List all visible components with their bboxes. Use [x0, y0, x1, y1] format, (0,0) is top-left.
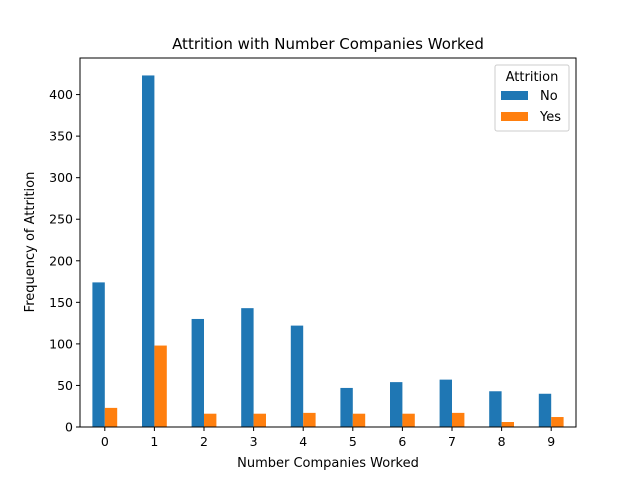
x-tick-label: 7 [448, 434, 456, 449]
legend: Attrition No Yes [494, 64, 570, 132]
y-tick-label: 0 [65, 420, 73, 435]
bar-no-5 [340, 387, 353, 427]
x-tick-label: 9 [547, 434, 555, 449]
bar-no-4 [290, 325, 304, 427]
bar-no-2 [191, 318, 204, 427]
x-tick-label: 6 [398, 434, 406, 449]
y-tick-label: 50 [57, 378, 73, 393]
plot-frame [79, 57, 577, 428]
bar-yes-6 [402, 413, 415, 427]
bar-no-8 [489, 391, 502, 427]
legend-swatch-yes [501, 112, 528, 121]
bar-yes-7 [452, 412, 465, 427]
x-tick-label: 0 [101, 434, 109, 449]
bar-no-1 [142, 75, 155, 428]
bar-yes-4 [303, 412, 316, 427]
y-tick-label: 200 [49, 253, 73, 268]
y-tick-label: 100 [49, 336, 73, 351]
bar-no-0 [92, 282, 105, 427]
bar-no-3 [241, 308, 254, 427]
y-tick-label: 350 [49, 129, 73, 144]
x-tick-label: 5 [349, 434, 357, 449]
bar-yes-5 [352, 413, 366, 427]
x-tick-label: 2 [200, 434, 208, 449]
y-axis-label: Frequency of Attrition [23, 172, 38, 313]
x-tick-label: 1 [150, 434, 158, 449]
x-tick-label: 4 [299, 434, 307, 449]
bar-yes-9 [551, 417, 564, 427]
bar-yes-8 [501, 422, 514, 427]
bars-group [92, 75, 564, 428]
legend-label-no: No [540, 89, 558, 104]
chart-title: Attrition with Number Companies Worked [172, 35, 484, 53]
y-tick-label: 400 [49, 87, 73, 102]
legend-label-yes: Yes [539, 110, 561, 125]
bar-yes-1 [154, 345, 167, 427]
bar-yes-3 [253, 413, 266, 427]
bar-no-6 [390, 382, 403, 427]
bar-no-9 [538, 393, 552, 427]
axes-group: 0 50 100 150 200 250 300 350 400 0 1 2 3 4 5 6 7 8 9 [49, 57, 577, 449]
y-tick-label: 150 [49, 295, 73, 310]
bar-yes-2 [204, 413, 217, 427]
legend-title: Attrition [506, 70, 559, 85]
bar-no-7 [439, 379, 452, 427]
x-tick-label: 8 [498, 434, 506, 449]
y-tick-label: 300 [49, 170, 73, 185]
bar-yes-0 [104, 407, 118, 427]
legend-swatch-no [501, 91, 528, 100]
x-tick-label: 3 [250, 434, 258, 449]
x-axis-label: Number Companies Worked [237, 456, 419, 471]
y-tick-label: 250 [49, 212, 73, 227]
